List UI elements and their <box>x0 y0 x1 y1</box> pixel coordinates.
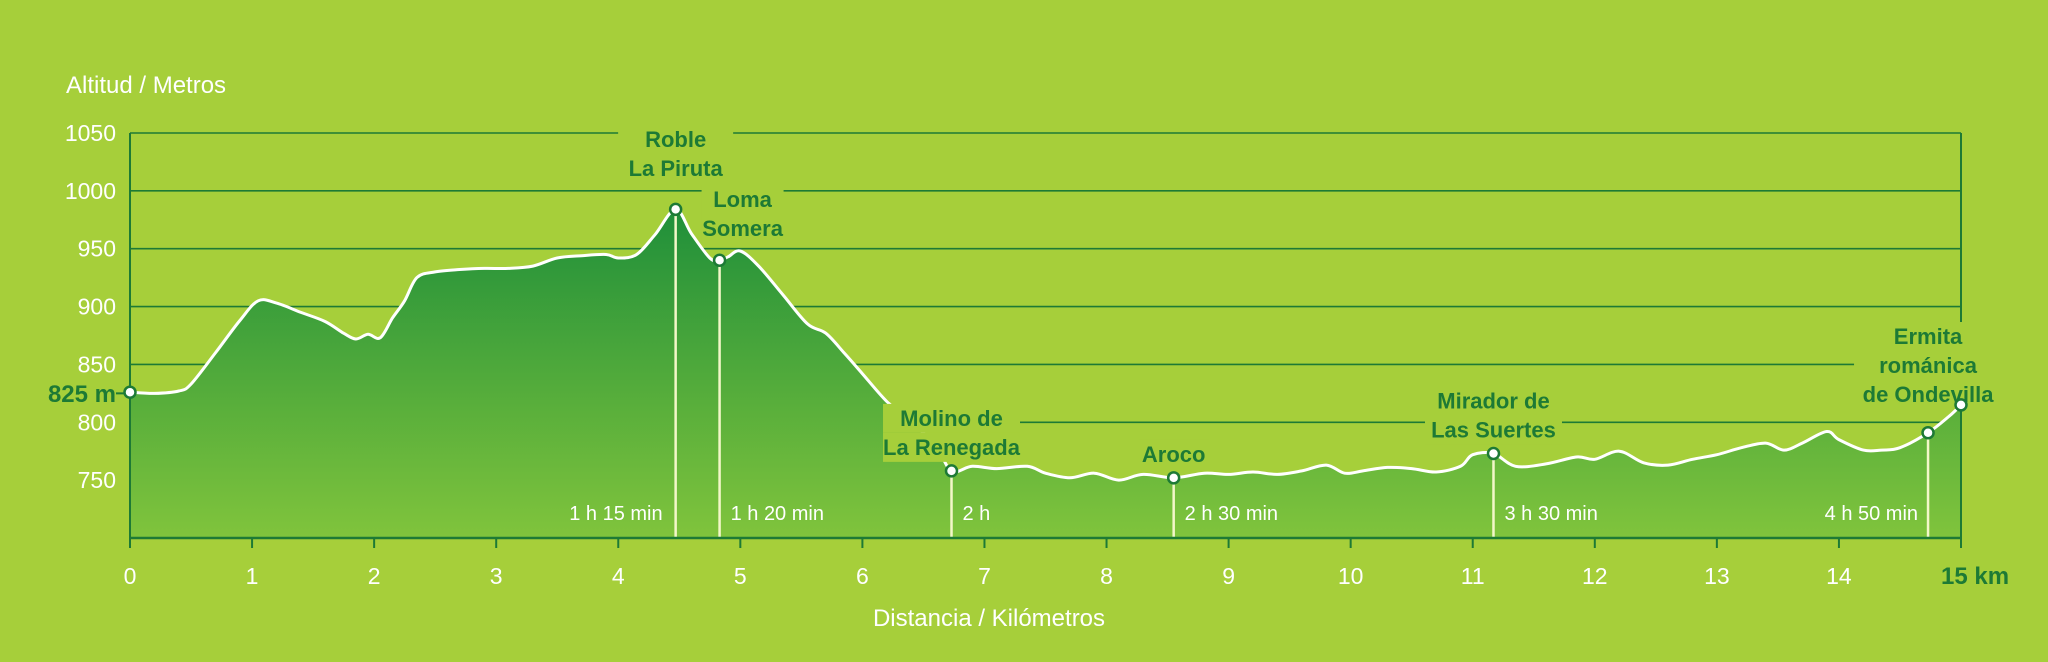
x-tick-label: 0 <box>124 563 137 589</box>
waypoint-dot <box>712 253 727 268</box>
waypoint-dots <box>123 202 1968 485</box>
waypoint-name-label: Loma <box>713 187 772 212</box>
end-dot <box>1954 398 1968 412</box>
x-tick-label: 10 <box>1338 563 1364 589</box>
waypoint-label-background <box>701 214 784 243</box>
waypoint-time-label: 1 h 20 min <box>731 503 824 525</box>
x-tick-label: 1 <box>246 563 259 589</box>
x-tick-label: 8 <box>1100 563 1113 589</box>
waypoint-dot <box>668 202 683 217</box>
x-axis-end-label: 15 km <box>1941 563 2009 590</box>
x-tick-label: 6 <box>856 563 869 589</box>
waypoint-name-label: La Piruta <box>629 156 724 181</box>
x-tick-label: 9 <box>1222 563 1235 589</box>
waypoint-label-background <box>883 403 1021 433</box>
waypoint-name-label: Ermita <box>1894 324 1963 349</box>
waypoint-label-background <box>1854 380 2003 409</box>
waypoint-time-label: 3 h 30 min <box>1504 503 1597 525</box>
waypoint-label-background <box>618 125 734 154</box>
waypoint-name-label: Roble <box>645 127 706 152</box>
start-altitude-label: 825 m <box>48 381 116 408</box>
y-tick-label: 950 <box>78 236 116 262</box>
waypoint-time-label: 2 h 30 min <box>1185 503 1278 525</box>
x-tick-label: 12 <box>1582 563 1608 589</box>
x-axis-title: Distancia / Kilómetros <box>873 605 1105 632</box>
waypoint-name-label: Molino de <box>900 406 1003 431</box>
waypoint-label-background <box>701 185 784 214</box>
waypoint-name-label: Las Suertes <box>1431 418 1556 443</box>
waypoint-time-label: 1 h 15 min <box>569 503 662 525</box>
waypoint-time-label: 2 h <box>963 503 991 525</box>
elevation-area <box>130 209 1961 538</box>
waypoint-dot <box>944 464 959 478</box>
y-tick-label: 800 <box>78 409 116 435</box>
x-tick-label: 7 <box>978 563 991 589</box>
waypoint-dot <box>1166 471 1181 485</box>
waypoint-label-background <box>1854 351 2003 380</box>
y-tick-label: 1000 <box>65 178 116 204</box>
waypoint-label-background <box>1854 322 2003 351</box>
waypoint-dot <box>1486 446 1501 461</box>
waypoint-dot <box>1921 425 1935 440</box>
x-tick-label: 3 <box>490 563 503 589</box>
y-axis-title: Altitud / Metros <box>66 72 226 99</box>
waypoint-name-label: de Ondevilla <box>1863 382 1995 407</box>
waypoint-name-label: Mirador de <box>1437 389 1549 414</box>
start-dot <box>123 385 137 399</box>
waypoint-markers <box>674 209 1930 538</box>
y-tick-label: 850 <box>78 351 116 377</box>
y-tick-label: 1050 <box>65 120 116 146</box>
x-tick-label: 2 <box>368 563 381 589</box>
waypoint-label-background <box>1424 386 1562 416</box>
waypoint-time-label: 4 h 50 min <box>1825 503 1918 525</box>
y-tick-label: 750 <box>78 467 116 493</box>
x-tick-label: 4 <box>612 563 625 589</box>
elevation-profile-line <box>129 207 1963 482</box>
waypoint-name-label: La Renegada <box>883 435 1021 460</box>
waypoint-label-background <box>1138 439 1210 469</box>
x-tick-label: 13 <box>1704 563 1730 589</box>
waypoint-label-background <box>1424 415 1562 445</box>
waypoint-labels: 1 h 15 min Roble La Piruta 1 h 20 min Loma So… <box>569 125 2003 525</box>
x-tick-label: 5 <box>734 563 747 589</box>
waypoint-name-label: Aroco <box>1142 442 1206 467</box>
waypoint-label-background <box>618 154 734 183</box>
x-tick-label: 14 <box>1826 563 1852 589</box>
waypoint-name-label: románica <box>1879 353 1978 378</box>
waypoint-name-label: Somera <box>702 216 783 241</box>
x-tick-label: 11 <box>1461 563 1485 589</box>
y-tick-label: 900 <box>78 294 116 320</box>
waypoint-label-background <box>883 432 1021 462</box>
